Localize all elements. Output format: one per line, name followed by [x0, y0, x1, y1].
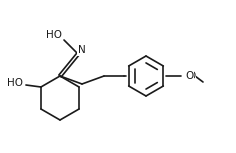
Text: O: O [187, 71, 195, 81]
Text: HO: HO [46, 30, 62, 40]
Text: HO: HO [7, 78, 23, 88]
Text: O: O [185, 71, 193, 81]
Text: N: N [78, 45, 86, 55]
